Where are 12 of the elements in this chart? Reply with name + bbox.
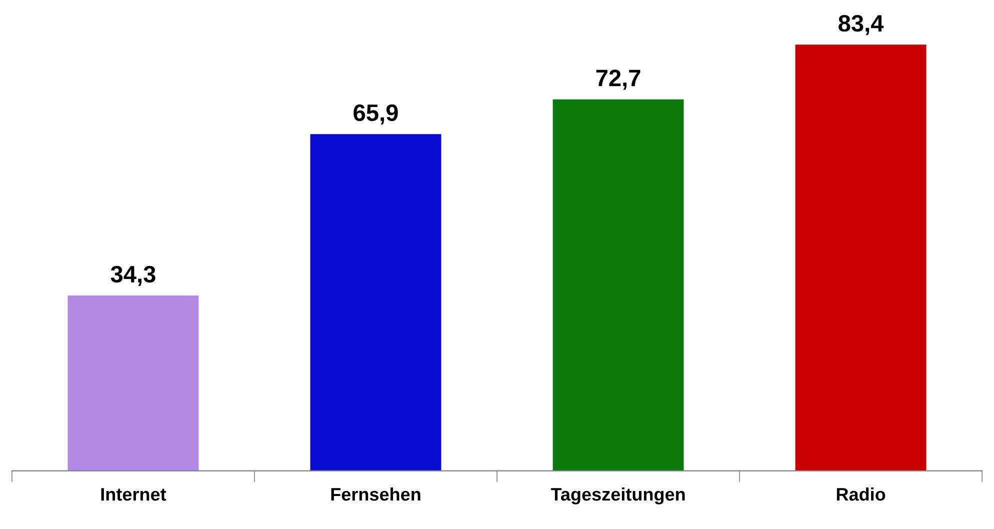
- data-label: 65,9: [354, 104, 398, 125]
- data-label: 72,7: [596, 70, 640, 90]
- bar: [552, 99, 684, 471]
- data-label: 83,4: [838, 14, 884, 36]
- bar: [310, 134, 442, 471]
- x-tick-label: Radio: [836, 487, 886, 501]
- data-label: 34,3: [110, 266, 156, 286]
- x-tick-label: Tageszeitungen: [550, 487, 685, 504]
- x-tick-label: Internet: [101, 488, 166, 501]
- bar: [795, 44, 926, 471]
- bar: [68, 296, 199, 471]
- x-tick-label: Fernsehen: [331, 487, 420, 501]
